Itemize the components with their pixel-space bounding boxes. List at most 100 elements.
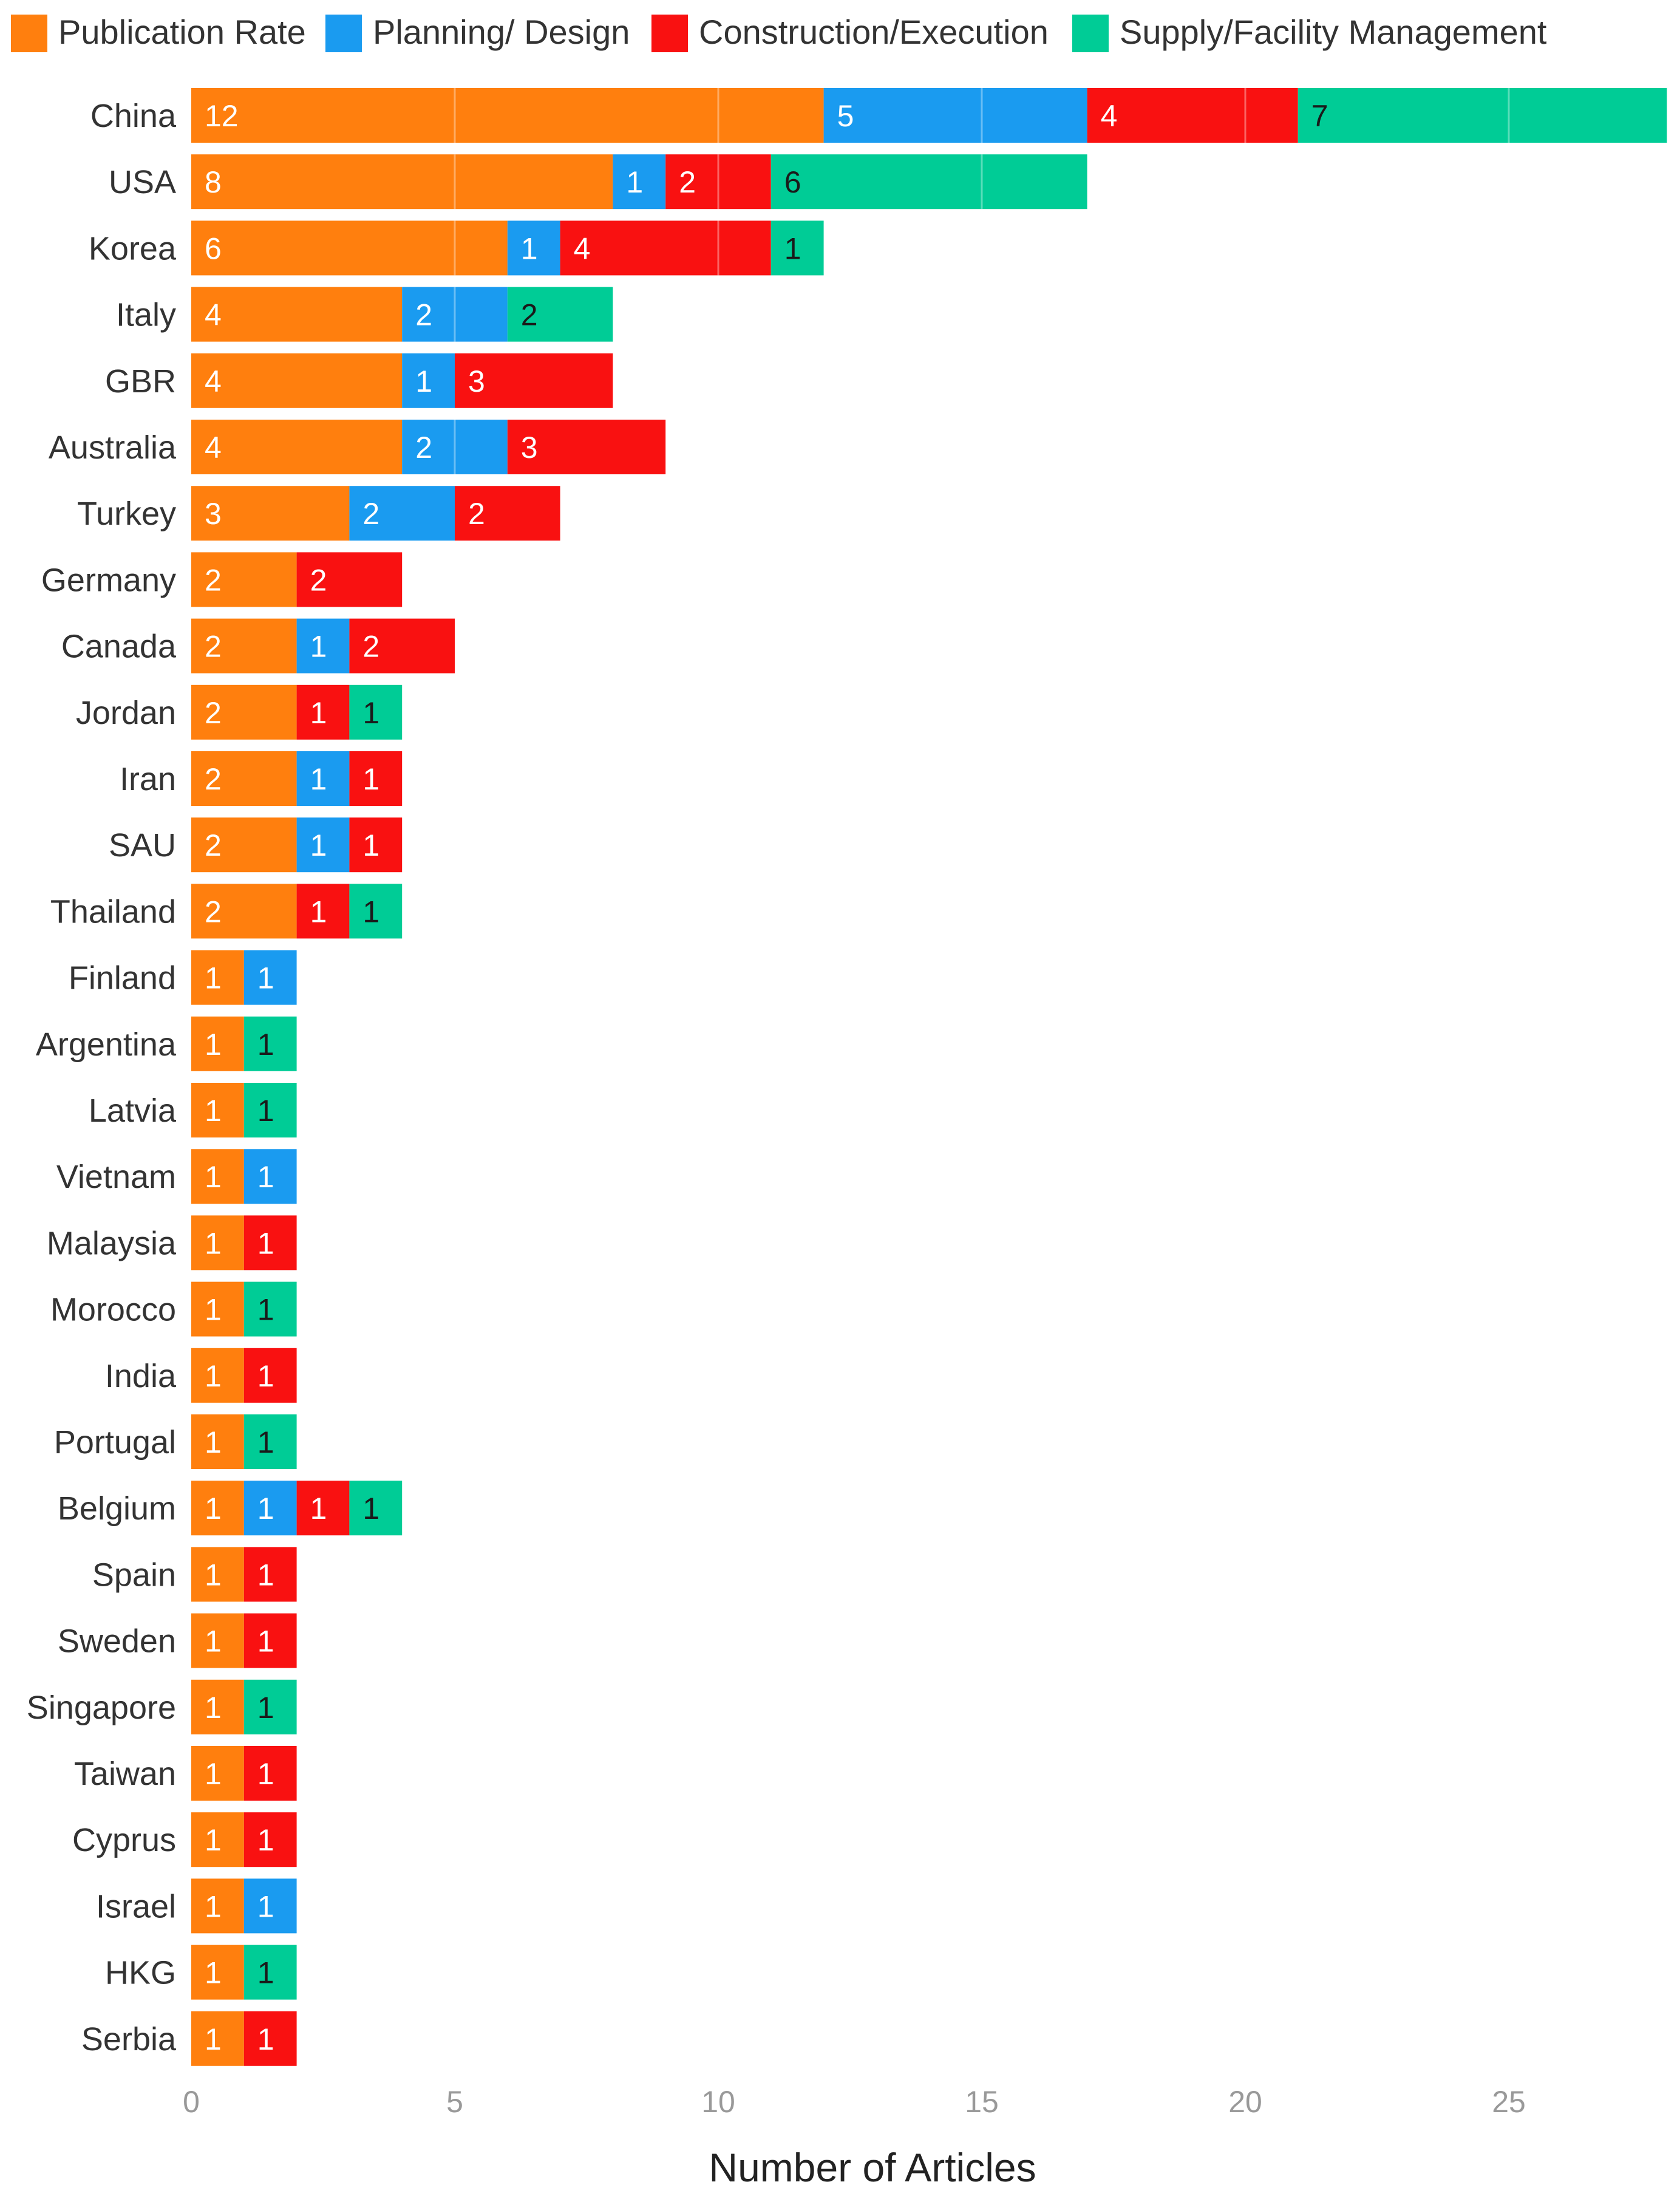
bar-segment-construction-execution [455,486,560,541]
data-label: 2 [205,696,222,730]
category-label: Portugal [54,1424,176,1461]
category-label: Spain [92,1557,176,1593]
data-label: 2 [310,563,327,597]
bar-segment-publication-rate [191,1016,244,1071]
bar-segment-supply-facility-management [243,1679,297,1734]
data-label: 1 [205,1691,222,1725]
legend-item-publication-rate: Publication Rate [11,13,306,52]
category-label: Morocco [50,1292,176,1328]
data-label: 4 [205,298,222,332]
category-label: Canada [61,629,177,665]
category-label: Argentina [36,1026,177,1063]
data-label: 1 [257,961,274,995]
data-label: 4 [205,431,222,465]
bar-segment-publication-rate [191,684,297,740]
legend-swatch [325,15,362,52]
bar-segment-planning-design [243,950,297,1005]
bar-row-italy: 4 2 2 [191,287,613,342]
legend-label: Publication Rate [58,13,306,51]
bar-segment-planning-design [296,618,350,673]
data-label: 1 [205,1226,222,1260]
bar-segment-construction-execution [349,817,403,873]
bar-segment-publication-rate [191,1746,244,1801]
bar-segment-publication-rate [191,618,297,673]
category-label: India [105,1358,177,1394]
data-label: 1 [205,1956,222,1990]
data-label: 1 [257,1757,274,1791]
bar-segment-construction-execution [243,1746,297,1801]
data-label: 2 [205,895,222,929]
bar-row-thailand: 2 1 1 [191,884,403,939]
data-label: 4 [205,364,222,398]
bar-row-canada: 2 1 2 [191,618,455,673]
data-label: 1 [415,364,432,398]
data-label: 1 [257,1160,274,1194]
data-label: 1 [205,961,222,995]
data-label: 1 [362,828,379,862]
data-label: 2 [205,563,222,597]
bar-segment-publication-rate [191,1812,244,1867]
data-label: 12 [205,99,239,133]
category-label: Vietnam [56,1159,176,1195]
bar-segment-planning-design [402,287,508,342]
x-axis: 0 5 10 15 20 25 [183,2085,1526,2119]
bar-segment-planning-design [296,817,350,873]
data-label: 1 [257,1823,274,1857]
category-label: USA [109,164,176,200]
bar-row-turkey: 3 2 2 [191,486,560,541]
data-label: 2 [205,630,222,664]
category-label: Italy [116,297,176,333]
bar-row-sau: 2 1 1 [191,817,403,873]
bar-segment-publication-rate [191,884,297,939]
data-label: 1 [257,1492,274,1526]
bar-segment-publication-rate [191,817,297,873]
data-label: 1 [205,1293,222,1327]
bar-segment-publication-rate [191,486,350,541]
plot-area: 12 5 4 78 1 2 66 1 4 14 2 24 1 34 2 33 2 22 22 1 22 1 12 1 12 1 12… [191,88,1667,2066]
data-label: 6 [784,165,801,199]
data-label: 1 [310,1492,327,1526]
data-label: 4 [1101,99,1118,133]
data-label: 4 [574,231,591,265]
category-label: Jordan [76,695,176,731]
category-label: Germany [41,562,176,598]
bar-row-belgium: 1 1 1 1 [191,1481,403,1536]
x-tick-label: 5 [446,2085,463,2119]
bar-segment-supply-facility-management [507,287,613,342]
data-label: 1 [205,1425,222,1459]
category-label: Finland [69,960,176,997]
bar-segment-publication-rate [191,950,244,1005]
legend-label: Planning/ Design [373,13,630,51]
legend-swatch [11,15,47,52]
bar-segment-supply-facility-management [349,884,403,939]
data-label: 1 [257,1956,274,1990]
category-label: Latvia [89,1093,177,1129]
data-label: 3 [468,364,485,398]
bar-segment-construction-execution [243,1812,297,1867]
category-label: Sweden [58,1623,176,1660]
legend: Publication Rate Planning/ Design Construc… [11,13,1547,52]
category-label: HKG [105,1955,176,1991]
bar-row-iran: 2 1 1 [191,751,403,806]
data-label: 1 [205,1823,222,1857]
bar-segment-supply-facility-management [243,1414,297,1469]
data-label: 1 [205,1625,222,1659]
bar-segment-publication-rate [191,88,824,143]
data-label: 2 [679,165,696,199]
bar-segment-planning-design [296,751,350,806]
category-label: Iran [120,761,176,797]
bar-segment-publication-rate [191,1281,244,1337]
bar-segment-construction-execution [296,1481,350,1536]
bar-segment-supply-facility-management [243,1281,297,1337]
bar-segment-publication-rate [191,1083,244,1137]
legend-label: Supply/Facility Management [1120,13,1547,51]
category-label: Malaysia [47,1225,177,1261]
bar-segment-publication-rate [191,220,508,276]
data-label: 3 [521,431,538,465]
